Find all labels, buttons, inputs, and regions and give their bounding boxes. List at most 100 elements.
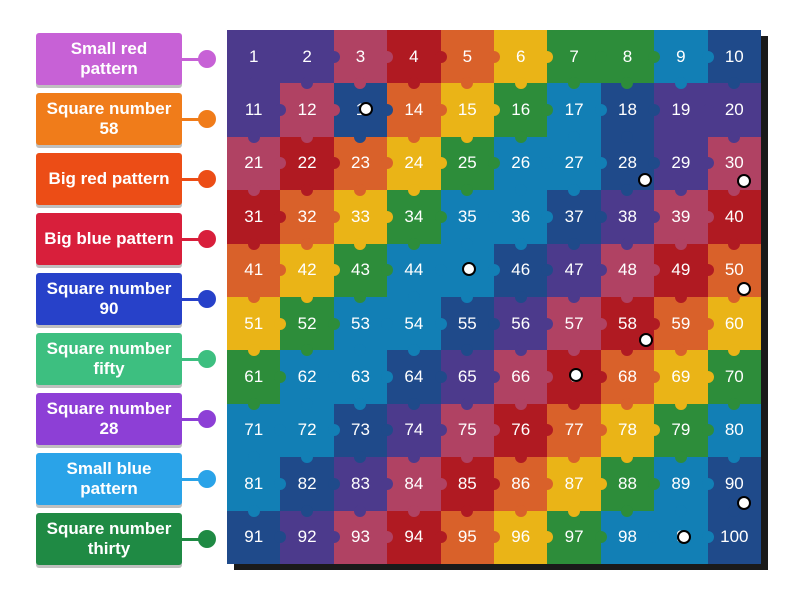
puzzle-tab xyxy=(648,371,661,384)
square-number: 11 xyxy=(244,100,263,120)
puzzle-tab xyxy=(461,451,474,464)
grid-square: 14 xyxy=(387,83,447,143)
puzzle-tab xyxy=(701,317,714,330)
answer-label[interactable]: Small blue pattern xyxy=(36,453,182,505)
puzzle-tab xyxy=(381,264,394,277)
label-drag-handle[interactable] xyxy=(198,290,216,308)
drop-target-dot[interactable] xyxy=(359,102,373,116)
square-number: 77 xyxy=(564,420,584,440)
puzzle-tab xyxy=(541,50,554,63)
hundred-square-board: 1234567891011121141516171819202122232425… xyxy=(227,30,761,564)
puzzle-tab xyxy=(648,477,661,490)
square-number: 62 xyxy=(297,367,317,387)
square-number: 2 xyxy=(302,46,312,66)
grid-square: 30 xyxy=(707,136,761,197)
square-number: 25 xyxy=(457,153,477,173)
grid-square: 33 xyxy=(333,190,394,250)
puzzle-tab xyxy=(434,104,447,117)
square-number: 33 xyxy=(351,206,370,226)
puzzle-tab xyxy=(327,157,340,170)
grid-square: 54 xyxy=(387,297,447,357)
puzzle-tab xyxy=(728,291,741,303)
grid-square: 82 xyxy=(280,457,340,517)
square-number: 50 xyxy=(724,260,744,280)
label-drag-handle[interactable] xyxy=(198,50,216,68)
puzzle-tab xyxy=(674,237,687,250)
puzzle-tab xyxy=(434,371,447,384)
label-drag-handle[interactable] xyxy=(198,410,216,428)
puzzle-tab xyxy=(461,77,474,90)
drop-target-dot[interactable] xyxy=(638,173,652,187)
square-number: 32 xyxy=(297,206,317,226)
grid-square: 72 xyxy=(280,403,340,464)
puzzle-tab xyxy=(381,531,394,544)
square-number: 15 xyxy=(457,100,477,120)
puzzle-tab xyxy=(674,397,687,410)
puzzle-tab xyxy=(514,451,527,464)
label-row: Small red pattern xyxy=(36,33,226,93)
answer-label[interactable]: Square number fifty xyxy=(36,333,182,385)
drop-target-dot[interactable] xyxy=(737,282,751,296)
answer-label[interactable]: Square number 90 xyxy=(36,273,182,325)
square-number: 80 xyxy=(724,420,744,440)
puzzle-tab xyxy=(674,504,687,517)
grid-square: 90 xyxy=(707,457,761,517)
puzzle-tab xyxy=(541,210,554,223)
puzzle-tab xyxy=(514,397,527,410)
grid-square: 34 xyxy=(387,190,447,250)
drop-target-dot[interactable] xyxy=(677,530,691,544)
label-connector xyxy=(182,58,202,61)
label-drag-handle[interactable] xyxy=(198,230,216,248)
label-drag-handle[interactable] xyxy=(198,470,216,488)
answer-label[interactable]: Square number thirty xyxy=(36,513,182,565)
puzzle-tab xyxy=(541,317,554,330)
answer-label[interactable]: Big red pattern xyxy=(36,153,182,205)
grid-square: 92 xyxy=(280,510,340,564)
label-drag-handle[interactable] xyxy=(198,170,216,188)
square-number: 7 xyxy=(569,46,579,66)
square-number: 73 xyxy=(351,420,370,440)
puzzle-tab xyxy=(381,424,394,437)
square-number: 81 xyxy=(244,473,264,493)
puzzle-tab xyxy=(354,504,367,517)
drop-target-dot[interactable] xyxy=(737,174,751,188)
label-connector xyxy=(182,478,202,481)
puzzle-tab xyxy=(274,50,287,63)
grid-square: 55 xyxy=(440,297,500,357)
square-number: 28 xyxy=(618,153,637,173)
drop-target-dot[interactable] xyxy=(569,368,583,382)
label-drag-handle[interactable] xyxy=(198,530,216,548)
grid-square: 84 xyxy=(387,457,447,517)
puzzle-tab xyxy=(274,424,287,437)
grid-square: 49 xyxy=(654,243,714,303)
drop-target-dot[interactable] xyxy=(639,333,653,347)
square-number: 40 xyxy=(724,206,744,226)
grid-square: 11 xyxy=(227,83,287,143)
square-number: 70 xyxy=(724,367,744,387)
puzzle-tab xyxy=(568,397,581,410)
square-number: 44 xyxy=(404,260,424,280)
drop-target-dot[interactable] xyxy=(737,496,751,510)
grid-square: 38 xyxy=(600,190,661,250)
drop-target-dot[interactable] xyxy=(462,262,476,276)
puzzle-tab xyxy=(514,77,527,90)
grid-square: 73 xyxy=(333,403,394,464)
puzzle-tab xyxy=(594,317,607,330)
answer-label[interactable]: Big blue pattern xyxy=(36,213,182,265)
answer-label[interactable]: Square number 28 xyxy=(36,393,182,445)
grid-square: 96 xyxy=(494,510,554,564)
puzzle-tab xyxy=(327,424,340,437)
answer-label[interactable]: Small red pattern xyxy=(36,33,182,85)
label-drag-handle[interactable] xyxy=(198,110,216,128)
puzzle-tab xyxy=(701,371,714,384)
puzzle-tab xyxy=(674,184,687,197)
square-number: 46 xyxy=(511,260,531,280)
puzzle-tab xyxy=(648,157,661,170)
label-drag-handle[interactable] xyxy=(198,350,216,368)
puzzle-tab xyxy=(247,77,260,90)
puzzle-tab xyxy=(728,397,741,410)
square-number: 72 xyxy=(297,420,317,440)
answer-label[interactable]: Square number 58 xyxy=(36,93,182,145)
puzzle-tab xyxy=(434,157,447,170)
grid-square: 51 xyxy=(227,297,287,357)
